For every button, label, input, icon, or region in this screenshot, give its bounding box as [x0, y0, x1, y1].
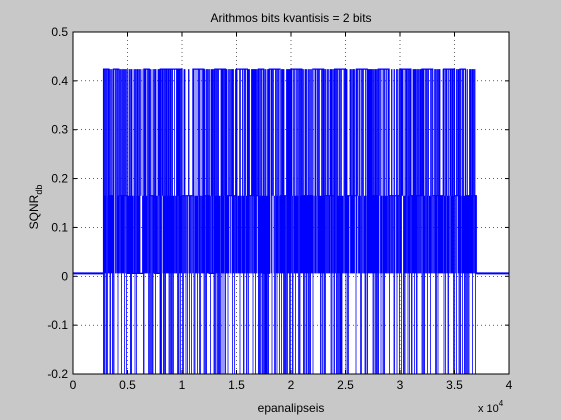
- x-tick-label: 2: [288, 378, 295, 392]
- x-tick-label: 1.5: [228, 378, 245, 392]
- signal-step-trace: [73, 68, 509, 274]
- y-tick-label: 0: [61, 269, 68, 283]
- y-axis-label: SQNRdb: [27, 185, 44, 230]
- x-tick-label: 3.5: [446, 378, 463, 392]
- y-tick-label: 0.4: [51, 74, 68, 88]
- x-tick-label: 1: [179, 378, 186, 392]
- x-multiplier: x 104: [478, 399, 504, 415]
- x-axis-label: epanalipseis: [258, 401, 325, 415]
- svg-text:SQNRdb: SQNRdb: [27, 185, 44, 230]
- y-tick-label: 0.1: [51, 220, 68, 234]
- y-tick-label: 0.2: [51, 172, 68, 186]
- x-tick-label: 3: [397, 378, 404, 392]
- ticks: 0 0.5 1 1.5 2 2.5 3 3.5 4 -0.2 -0.1 0 0.1 0.2 0.3 0.4 0.…: [47, 25, 512, 392]
- y-tick-label: 0.5: [51, 25, 68, 39]
- y-tick-label: -0.2: [47, 367, 68, 381]
- x-tick-label: 0.5: [119, 378, 136, 392]
- x-multiplier-exponent: 4: [499, 399, 504, 408]
- x-tick-label: 0: [70, 378, 77, 392]
- x-tick-label: 2.5: [337, 378, 354, 392]
- chart-title: Arithmos bits kvantisis = 2 bits: [210, 11, 371, 25]
- signal-series: [73, 68, 509, 374]
- y-tick-label: 0.3: [51, 123, 68, 137]
- x-multiplier-base: x 10: [478, 403, 499, 415]
- x-tick-label: 4: [506, 378, 513, 392]
- y-axis-label-main: SQNR: [27, 194, 41, 229]
- y-axis-label-sub: db: [34, 185, 44, 195]
- y-tick-label: -0.1: [47, 318, 68, 332]
